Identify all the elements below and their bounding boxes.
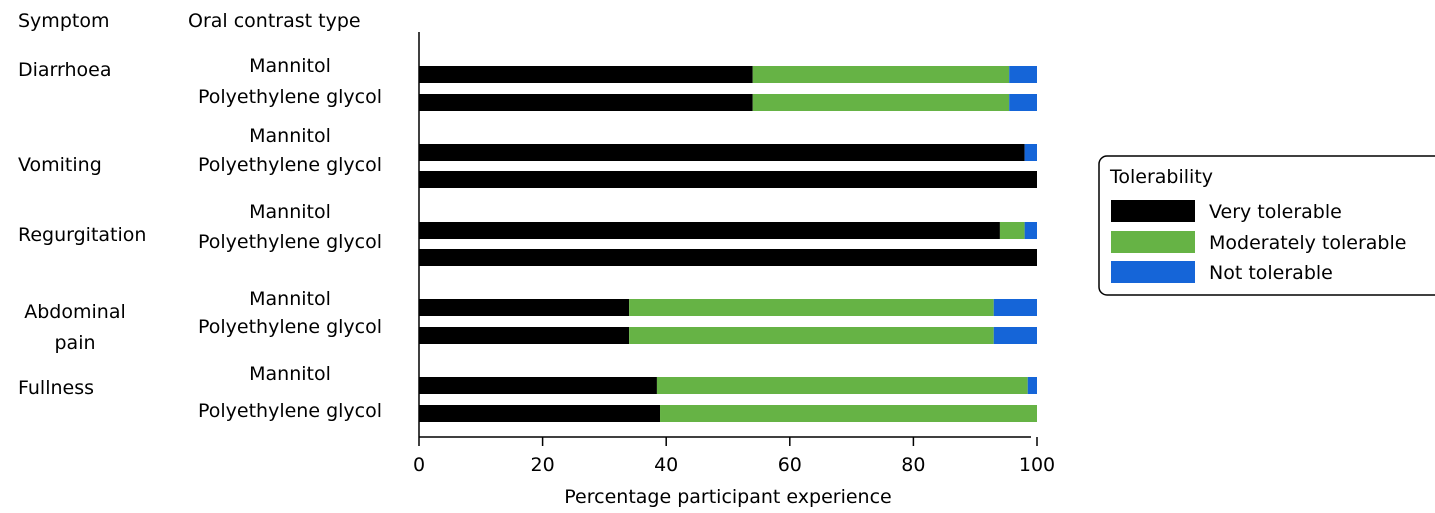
category-tick-label: Polyethylene glycol	[198, 400, 382, 422]
bar-segment-moderately-tolerable	[660, 405, 1037, 422]
bar-segment-not-tolerable	[1009, 66, 1037, 83]
legend-swatch	[1111, 200, 1195, 222]
x-tick-label: 40	[654, 454, 678, 476]
bar-segment-very-tolerable	[419, 66, 753, 83]
category-tick-label: Mannitol	[249, 55, 331, 77]
x-tick-label: 100	[1019, 454, 1055, 476]
symptom-label: Abdominal pain	[24, 301, 126, 354]
legend-entry-label: Not tolerable	[1209, 262, 1333, 284]
x-tick-label: 80	[901, 454, 925, 476]
symptom-label: Regurgitation	[18, 224, 146, 246]
legend-swatch	[1111, 261, 1195, 283]
category-tick-label: Mannitol	[249, 201, 331, 223]
legend-frame	[1098, 155, 1435, 296]
category-tick-label: Mannitol	[249, 288, 331, 310]
legend-items: Very tolerable Moderately tolerable Not to…	[1111, 200, 1406, 284]
bar-segment-very-tolerable	[419, 249, 1037, 266]
bar-segment-moderately-tolerable	[752, 94, 1010, 111]
legend-title: Tolerability	[1109, 166, 1213, 188]
bar-segment-very-tolerable	[419, 405, 661, 422]
bar-segment-not-tolerable	[1024, 222, 1037, 239]
bar-segment-moderately-tolerable	[629, 299, 994, 316]
bar-segment-very-tolerable	[419, 377, 657, 394]
bar-segment-not-tolerable	[1024, 144, 1037, 161]
bar-segment-not-tolerable	[1009, 94, 1037, 111]
symptom-label: Fullness	[18, 377, 94, 399]
bars	[419, 66, 1037, 422]
legend: Tolerability Very tolerable Moderately to…	[1098, 155, 1435, 296]
category-tick-label: Mannitol	[249, 125, 331, 147]
symptom-label: Vomiting	[18, 154, 102, 176]
category-tick-label: Polyethylene glycol	[198, 86, 382, 108]
symptom-column-header: Symptom	[18, 10, 109, 32]
symptom-label: Diarrhoea	[18, 59, 112, 81]
category-tick-label: Polyethylene glycol	[198, 316, 382, 338]
category-labels: Mannitol Polyethylene glycol Mannitol Polye…	[198, 55, 382, 422]
legend-entry-label: Moderately tolerable	[1209, 232, 1406, 254]
x-tick-label: 60	[778, 454, 802, 476]
bar-segment-very-tolerable	[419, 299, 630, 316]
x-tick-label: 20	[531, 454, 555, 476]
bar-segment-not-tolerable	[993, 299, 1037, 316]
category-tick-label: Mannitol	[249, 363, 331, 385]
bar-segment-moderately-tolerable	[999, 222, 1025, 239]
contrast-column-header: Oral contrast type	[188, 10, 361, 32]
bar-segment-very-tolerable	[419, 327, 630, 344]
x-axis: 0 20 40 60 80 100	[413, 32, 1055, 476]
bar-segment-moderately-tolerable	[752, 66, 1010, 83]
bar-segment-very-tolerable	[419, 171, 1037, 188]
bar-segment-moderately-tolerable	[656, 377, 1028, 394]
legend-swatch	[1111, 231, 1195, 253]
bar-segment-very-tolerable	[419, 94, 753, 111]
bar-segment-very-tolerable	[419, 222, 1000, 239]
category-tick-label: Polyethylene glycol	[198, 154, 382, 176]
x-tick-label: 0	[413, 454, 425, 476]
bar-segment-moderately-tolerable	[629, 327, 994, 344]
bar-segment-not-tolerable	[1027, 377, 1037, 394]
x-axis-label: Percentage participant experience	[564, 486, 891, 508]
bar-segment-not-tolerable	[993, 327, 1037, 344]
category-tick-label: Polyethylene glycol	[198, 231, 382, 253]
bar-segment-very-tolerable	[419, 144, 1025, 161]
legend-entry-label: Very tolerable	[1209, 201, 1342, 223]
symptom-labels: Diarrhoea Vomiting Regurgitation Abdominal p…	[18, 59, 146, 399]
